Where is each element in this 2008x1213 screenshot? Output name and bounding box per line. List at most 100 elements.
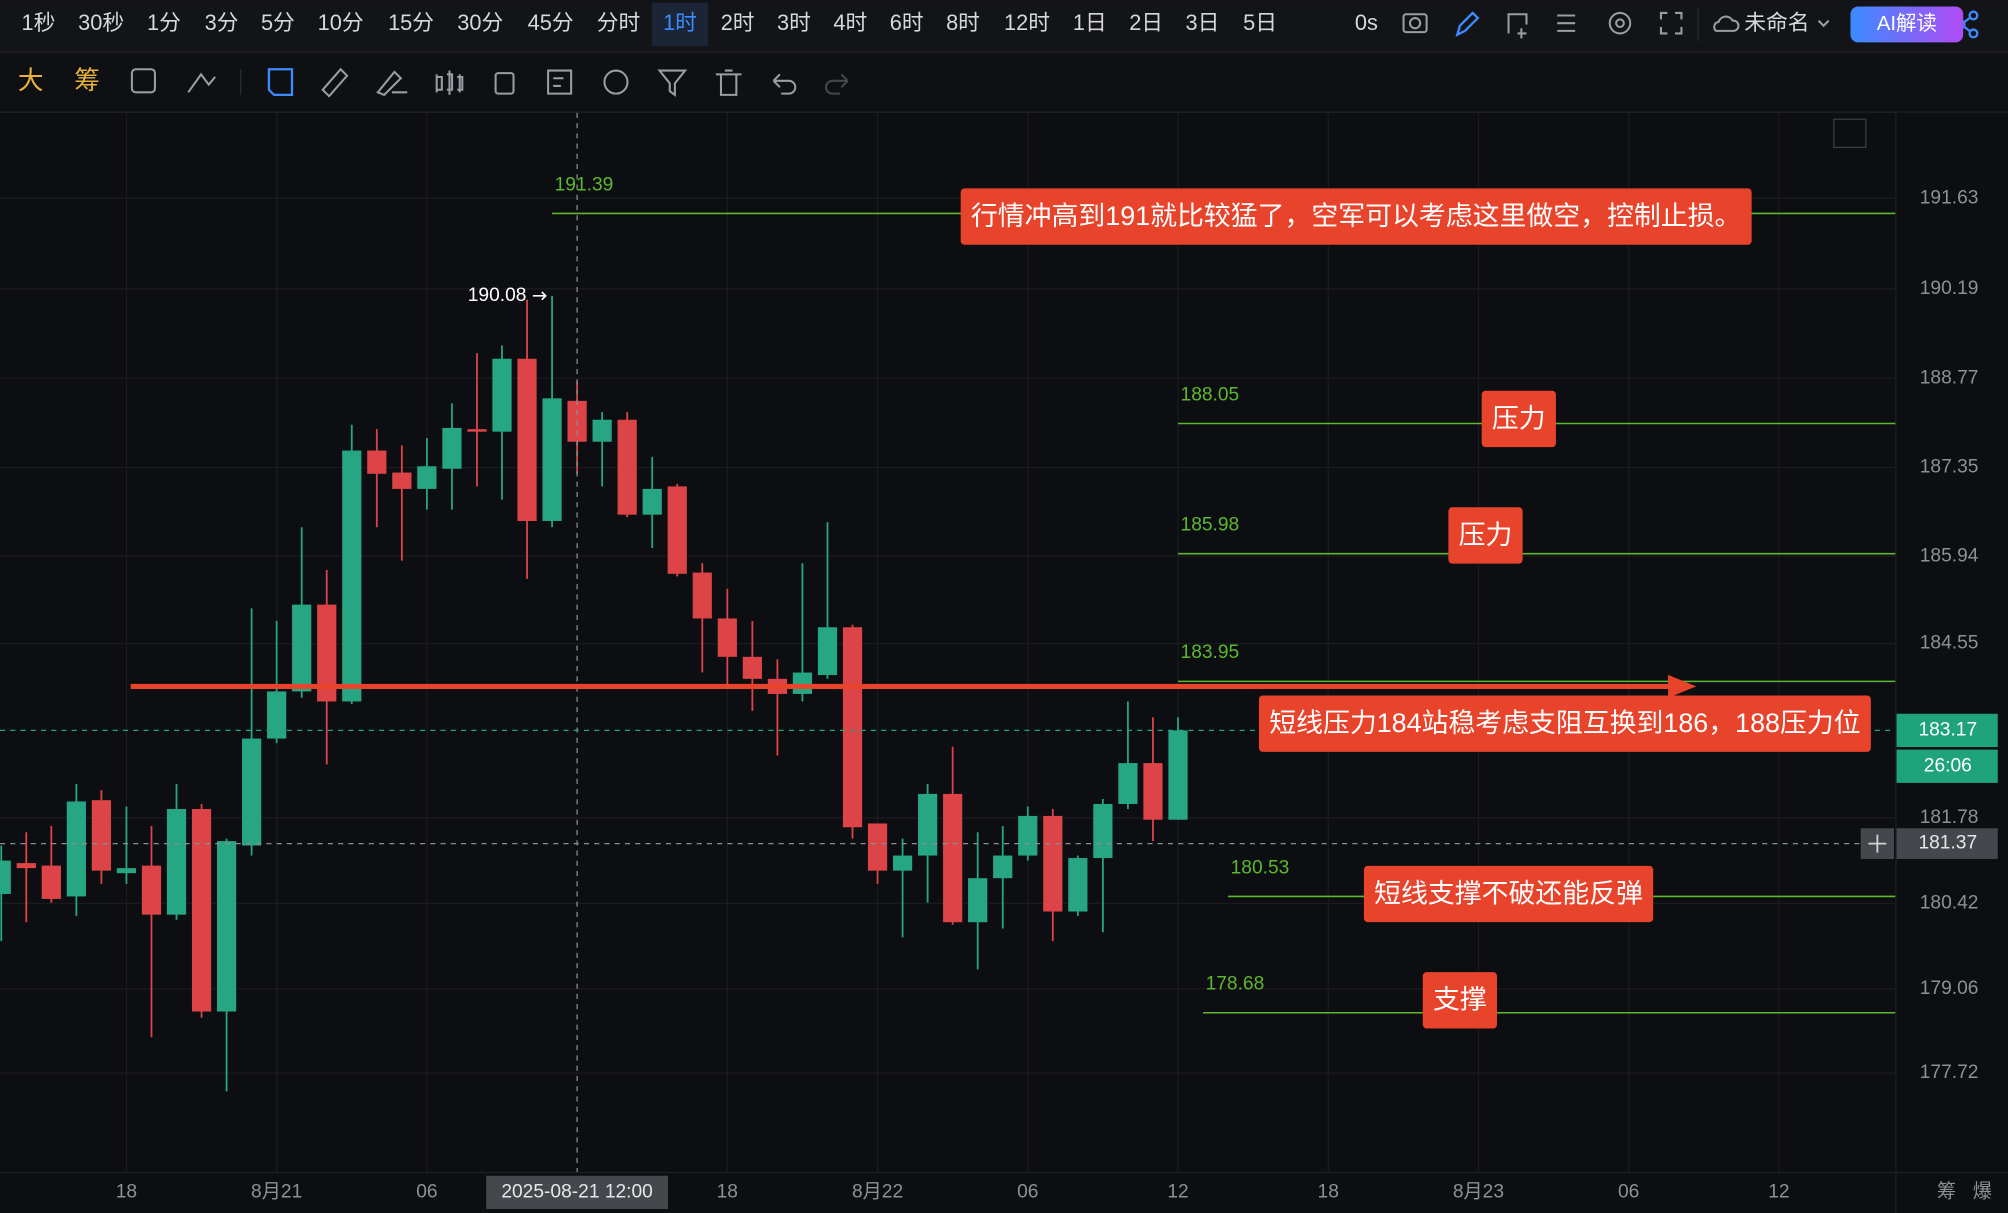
interval[interactable]: 2日 bbox=[1129, 10, 1163, 35]
tool-icon[interactable] bbox=[187, 72, 216, 93]
candle-body bbox=[1043, 815, 1063, 912]
high-label: 190.08 bbox=[468, 285, 527, 306]
redo-icon[interactable] bbox=[824, 73, 849, 95]
note-text: 短线支撑不破还能反弹 bbox=[1374, 878, 1643, 908]
candle-body bbox=[492, 358, 512, 432]
x-tick-label: 8月22 bbox=[852, 1181, 903, 1202]
undo-icon[interactable] bbox=[772, 73, 797, 95]
y-tick-label: 181.78 bbox=[1920, 807, 1979, 828]
x-tick-label: 18 bbox=[1318, 1181, 1339, 1202]
interval[interactable]: 5分 bbox=[261, 10, 295, 35]
interval[interactable]: 1秒 bbox=[21, 10, 55, 35]
x-tick-label: 18 bbox=[116, 1181, 137, 1202]
interval[interactable]: 15分 bbox=[388, 10, 434, 35]
tool-icon[interactable] bbox=[267, 68, 294, 97]
candle-body bbox=[1143, 763, 1163, 820]
interval[interactable]: 6时 bbox=[890, 10, 924, 35]
tool-icon[interactable] bbox=[435, 70, 464, 95]
active-interval-bg bbox=[651, 2, 709, 47]
note-box bbox=[1481, 390, 1556, 448]
y-tick-label: 180.42 bbox=[1920, 892, 1979, 913]
camera-icon[interactable] bbox=[1402, 13, 1428, 34]
interval[interactable]: 45分 bbox=[528, 10, 574, 35]
share-icon bbox=[1968, 28, 1979, 39]
tool-icon[interactable] bbox=[715, 69, 742, 96]
tool-icon[interactable] bbox=[547, 69, 573, 95]
countdown-box bbox=[1896, 749, 1998, 783]
share-icon[interactable] bbox=[1968, 10, 1979, 21]
tool-label[interactable]: 筹 bbox=[74, 66, 100, 95]
interval[interactable]: 1日 bbox=[1073, 10, 1107, 35]
note-box bbox=[1363, 865, 1654, 923]
workspace-name[interactable]: 未命名 bbox=[1744, 10, 1809, 35]
fullscreen-icon[interactable] bbox=[1659, 11, 1683, 35]
x-tick-label: 8月21 bbox=[251, 1181, 302, 1202]
tool-icon[interactable] bbox=[376, 70, 408, 97]
interval[interactable]: 30秒 bbox=[78, 10, 124, 35]
timer[interactable]: 0s bbox=[1355, 10, 1378, 35]
x-tick-label: 12 bbox=[1167, 1181, 1188, 1202]
interval[interactable]: 3日 bbox=[1186, 10, 1220, 35]
note-box bbox=[1258, 695, 1871, 752]
interval[interactable]: 12时 bbox=[1004, 10, 1050, 35]
pen-icon[interactable] bbox=[1455, 11, 1480, 37]
settings-icon[interactable] bbox=[1608, 11, 1632, 35]
candle-body bbox=[267, 691, 287, 739]
add-icon[interactable] bbox=[1507, 13, 1528, 39]
footer-label[interactable]: 爆 bbox=[1973, 1180, 1992, 1202]
interval[interactable]: 3时 bbox=[777, 10, 811, 35]
share-icon bbox=[1963, 17, 1971, 32]
x-tick-label: 06 bbox=[416, 1181, 437, 1202]
candle-body bbox=[667, 486, 687, 574]
interval[interactable]: 8时 bbox=[946, 10, 980, 35]
interval[interactable]: 30分 bbox=[457, 10, 503, 35]
candle-body bbox=[817, 627, 838, 676]
candle-body bbox=[392, 472, 412, 489]
price-axis bbox=[1895, 112, 2008, 1172]
candle-body bbox=[216, 841, 237, 1012]
level-label: 185.98 bbox=[1181, 515, 1240, 536]
interval[interactable]: 1分 bbox=[147, 10, 181, 35]
interval[interactable]: 1时 bbox=[663, 10, 697, 35]
tool-label[interactable]: 大 bbox=[18, 66, 44, 95]
candle-body bbox=[617, 419, 637, 515]
level-label: 188.05 bbox=[1181, 384, 1240, 405]
last-price-label: 183.17 bbox=[1918, 719, 1977, 740]
interval[interactable]: 4时 bbox=[833, 10, 867, 35]
x-tick-label: 06 bbox=[1618, 1181, 1639, 1202]
icons bbox=[1402, 7, 1979, 42]
tool-icon[interactable] bbox=[657, 69, 688, 97]
interval[interactable]: 10分 bbox=[318, 10, 364, 35]
candle-body bbox=[918, 793, 938, 856]
draw-toolbar bbox=[0, 52, 2008, 112]
interval[interactable]: 3分 bbox=[205, 10, 239, 35]
tool-icon[interactable] bbox=[494, 72, 515, 95]
tool-icon[interactable] bbox=[321, 67, 349, 98]
y-tick-label: 177.72 bbox=[1920, 1062, 1979, 1083]
expand-icon[interactable] bbox=[1833, 118, 1867, 149]
note-text: 行情冲高到191就比较猛了，空军可以考虑这里做空，控制止损。 bbox=[971, 201, 1741, 231]
interval[interactable]: 2时 bbox=[721, 10, 755, 35]
note-text: 压力 bbox=[1492, 403, 1546, 433]
candle-body bbox=[842, 627, 863, 828]
candle-body bbox=[166, 809, 187, 915]
interval[interactable]: 5日 bbox=[1243, 10, 1277, 35]
list-icon[interactable] bbox=[1557, 14, 1576, 32]
candle-body bbox=[1068, 858, 1088, 912]
candle-body bbox=[116, 868, 137, 874]
dropdown-icon[interactable] bbox=[1817, 19, 1830, 28]
y-tick-label: 188.77 bbox=[1920, 367, 1979, 388]
note-text: 压力 bbox=[1459, 520, 1513, 550]
ai-button[interactable] bbox=[1850, 6, 1964, 43]
tool-icon[interactable] bbox=[130, 68, 156, 94]
interval[interactable]: 分时 bbox=[597, 10, 641, 35]
footer-label[interactable]: 筹 bbox=[1937, 1180, 1956, 1202]
countdown-label: 26:06 bbox=[1924, 755, 1972, 776]
ai-button-label[interactable]: AI解读 bbox=[1877, 12, 1937, 35]
candle-body bbox=[542, 398, 562, 521]
candle-body bbox=[1118, 763, 1138, 804]
tool-icon[interactable] bbox=[603, 69, 629, 95]
candle-body bbox=[292, 604, 312, 692]
x-tick-label: 06 bbox=[1017, 1181, 1038, 1202]
candle-body bbox=[467, 429, 487, 432]
